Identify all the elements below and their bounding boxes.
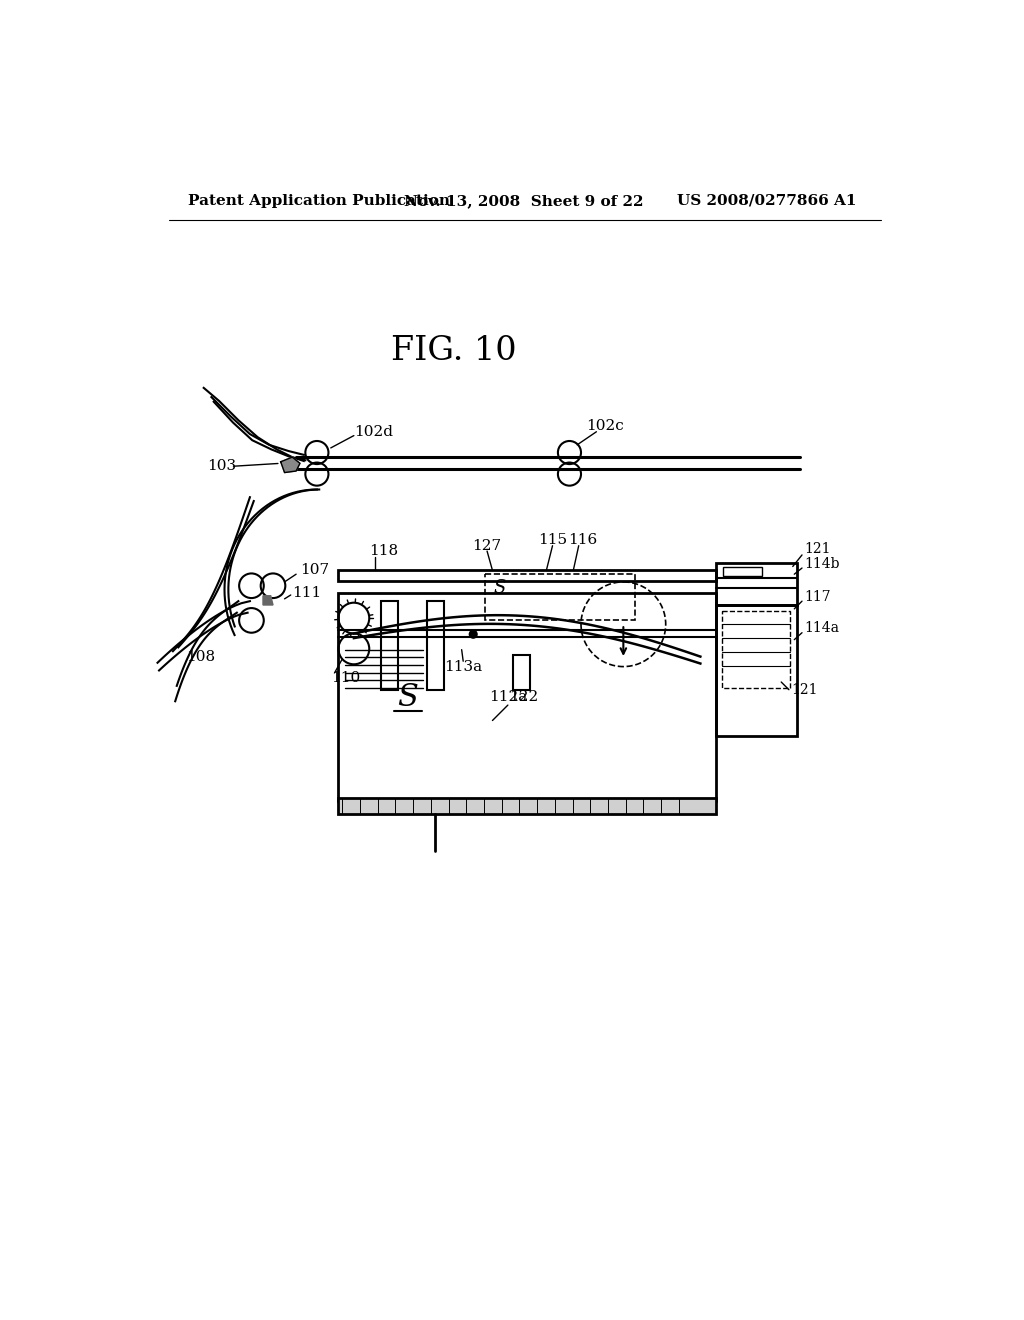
Text: 121: 121 [804, 541, 830, 556]
Text: 108: 108 [186, 651, 215, 664]
Text: 102c: 102c [587, 420, 625, 433]
Text: 102d: 102d [354, 425, 393, 438]
Text: 114b: 114b [804, 557, 840, 572]
Text: 122: 122 [509, 690, 538, 705]
Text: Patent Application Publication: Patent Application Publication [188, 194, 451, 207]
Text: Nov. 13, 2008  Sheet 9 of 22: Nov. 13, 2008 Sheet 9 of 22 [403, 194, 643, 207]
Text: 118: 118 [370, 544, 398, 558]
Text: 103: 103 [208, 459, 237, 474]
Bar [427, 601, 444, 689]
Text: 117: 117 [804, 590, 830, 605]
Bar [339, 797, 716, 814]
Text: S: S [397, 682, 418, 713]
Bar [716, 605, 797, 737]
Bar [484, 574, 635, 620]
Text: 107: 107 [300, 564, 329, 577]
Text: 112a: 112a [488, 690, 527, 705]
Text: 116: 116 [568, 532, 597, 546]
Text: 111: 111 [292, 586, 322, 601]
Bar [724, 566, 762, 576]
Text: US 2008/0277866 A1: US 2008/0277866 A1 [677, 194, 857, 207]
Bar [381, 601, 397, 689]
Polygon shape [263, 595, 273, 605]
Text: 127: 127 [472, 539, 502, 553]
Bar [339, 570, 716, 581]
Text: FIG. 10: FIG. 10 [391, 335, 517, 367]
Circle shape [469, 631, 477, 638]
Bar [513, 655, 530, 689]
Bar [722, 611, 790, 688]
Text: 110: 110 [331, 671, 360, 685]
Text: 115: 115 [538, 532, 567, 546]
Text: 113a: 113a [444, 660, 482, 673]
Bar [339, 594, 716, 801]
Text: S: S [494, 579, 506, 597]
Text: 114a: 114a [804, 622, 840, 635]
Polygon shape [281, 457, 300, 473]
Bar [716, 562, 797, 605]
Text: 121: 121 [792, 682, 818, 697]
